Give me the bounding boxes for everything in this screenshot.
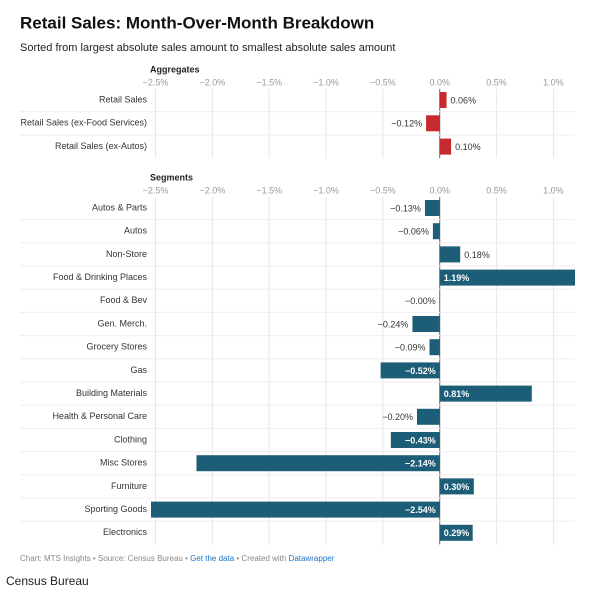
x-tick-label: −1.5% (256, 185, 282, 195)
x-tick-label: −1.0% (313, 185, 339, 195)
value-label: −2.54% (405, 505, 436, 515)
data-link[interactable]: Get the data (190, 554, 235, 563)
category-label: Grocery Stores (86, 342, 147, 352)
category-label: Furniture (111, 481, 147, 491)
x-tick-label: −1.5% (256, 77, 282, 87)
footer: Chart: MTS Insights • Source: Census Bur… (20, 554, 335, 563)
bar (412, 316, 440, 332)
value-label: −0.00% (405, 296, 436, 306)
chart-subtitle: Sorted from largest absolute sales amoun… (20, 42, 395, 54)
category-label: Gas (130, 365, 147, 375)
bar (380, 362, 440, 379)
bar (439, 478, 474, 495)
chart-title: Retail Sales: Month-Over-Month Breakdown (20, 13, 374, 32)
value-label: −0.24% (378, 319, 409, 329)
value-label: 0.10% (455, 142, 481, 152)
value-label: 0.06% (451, 95, 477, 105)
bar (439, 269, 575, 286)
x-tick-label: −0.5% (370, 185, 396, 195)
x-tick-label: −2.0% (199, 185, 225, 195)
category-label: Non-Store (106, 249, 147, 259)
value-label: 0.18% (464, 250, 490, 260)
x-tick-label: 1.0% (543, 185, 564, 195)
category-label: Health & Personal Care (52, 411, 147, 421)
value-label: −0.13% (390, 203, 421, 213)
value-label: 0.30% (444, 482, 470, 492)
category-label: Retail Sales (ex-Food Services) (20, 118, 147, 128)
x-tick-label: −1.0% (313, 77, 339, 87)
bar (196, 455, 440, 472)
bar (439, 385, 532, 402)
x-tick-label: 0.5% (486, 77, 507, 87)
bar (416, 408, 440, 425)
category-label: Clothing (114, 434, 147, 444)
value-label: 1.19% (444, 273, 470, 283)
x-tick-label: −2.5% (143, 77, 169, 87)
value-label: −2.14% (405, 459, 436, 469)
x-tick-label: −0.5% (370, 77, 396, 87)
category-label: Retail Sales (99, 94, 148, 104)
value-label: −0.09% (395, 343, 426, 353)
x-tick-label: 0.0% (429, 185, 450, 195)
x-tick-label: 0.0% (429, 77, 450, 87)
tool-link[interactable]: Datawrapper (289, 554, 335, 563)
bar (151, 501, 440, 518)
value-label: −0.43% (405, 435, 436, 445)
category-label: Retail Sales (ex-Autos) (55, 141, 147, 151)
bar (439, 92, 447, 108)
value-label: 0.29% (444, 528, 470, 538)
x-tick-label: −2.0% (199, 77, 225, 87)
bar (390, 432, 440, 448)
value-label: −0.52% (405, 366, 436, 376)
panel-title: Aggregates (150, 64, 200, 74)
category-label: Misc Stores (100, 458, 148, 468)
x-tick-label: −2.5% (143, 185, 169, 195)
caption: Census Bureau (6, 574, 89, 588)
created: • Created with (236, 554, 286, 563)
bar (439, 138, 452, 155)
panel-title: Segments (150, 172, 193, 182)
category-label: Electronics (103, 527, 148, 537)
category-label: Autos (124, 226, 148, 236)
credit: Chart: MTS Insights • Source: Census Bur… (20, 554, 188, 563)
bar (426, 115, 440, 132)
category-label: Food & Drinking Places (53, 272, 148, 282)
bar (439, 246, 461, 263)
bar (432, 223, 440, 240)
value-label: −0.20% (382, 412, 413, 422)
value-label: −0.06% (398, 227, 429, 237)
value-label: −0.12% (391, 119, 422, 129)
bar (439, 524, 473, 541)
category-label: Food & Bev (100, 295, 148, 305)
bar (429, 339, 440, 356)
value-label: 0.81% (444, 389, 470, 399)
x-tick-label: 0.5% (486, 185, 507, 195)
category-label: Sporting Goods (84, 504, 147, 514)
bar (424, 200, 440, 216)
category-label: Autos & Parts (92, 202, 148, 212)
x-tick-label: 1.0% (543, 77, 564, 87)
category-label: Gen. Merch. (97, 318, 147, 328)
category-label: Building Materials (76, 388, 148, 398)
